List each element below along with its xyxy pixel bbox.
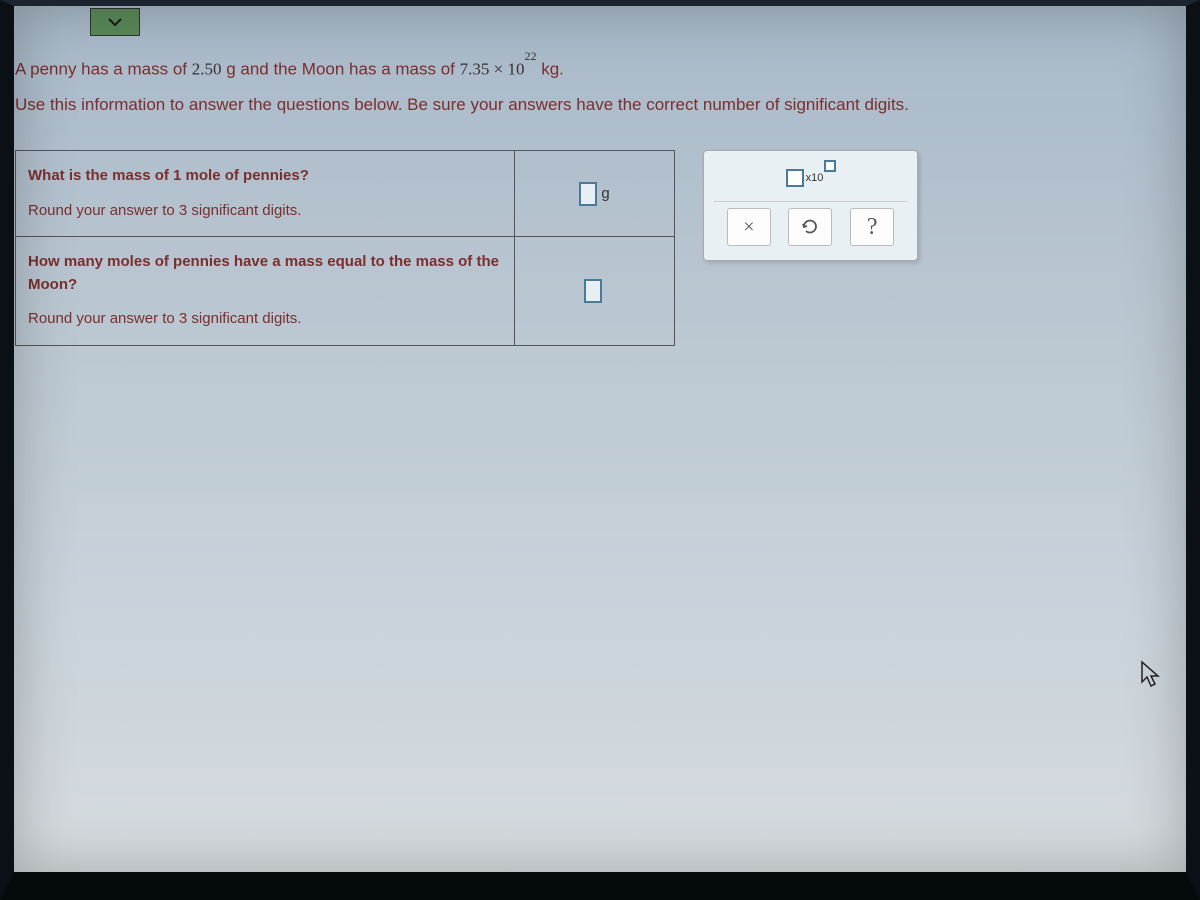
screen-bezel xyxy=(0,0,1200,900)
answer-cell xyxy=(515,237,675,346)
text-prefix: A penny has a mass of xyxy=(15,60,192,79)
round-instruction: Round your answer to 3 significant digit… xyxy=(28,308,502,331)
reset-icon xyxy=(800,217,820,237)
dropdown-toggle[interactable] xyxy=(90,8,140,36)
text-suffix: kg. xyxy=(536,60,563,79)
penny-mass-value: 2.50 xyxy=(192,60,222,79)
moon-mass-base: 7.35 × 10 xyxy=(460,60,525,79)
chevron-down-icon xyxy=(108,17,122,27)
question-cell: How many moles of pennies have a mass eq… xyxy=(16,237,515,346)
cursor-icon xyxy=(1139,660,1165,690)
question-cell: What is the mass of 1 mole of pennies? R… xyxy=(16,151,515,237)
mantissa-box xyxy=(786,169,804,187)
question-text: How many moles of pennies have a mass eq… xyxy=(28,251,502,296)
x-icon: × xyxy=(743,216,754,239)
questions-table: What is the mass of 1 mole of pennies? R… xyxy=(15,150,675,346)
answer-input-2[interactable] xyxy=(584,279,602,303)
moon-mass-exponent: 22 xyxy=(524,49,536,63)
tool-panel: x10 × ? xyxy=(703,150,918,261)
clear-button[interactable]: × xyxy=(727,208,771,246)
help-button[interactable]: ? xyxy=(850,208,894,246)
problem-statement: A penny has a mass of 2.50 g and the Moo… xyxy=(15,55,1185,118)
reset-button[interactable] xyxy=(788,208,832,246)
table-row: How many moles of pennies have a mass eq… xyxy=(16,237,675,346)
content-area: What is the mass of 1 mole of pennies? R… xyxy=(15,150,1185,346)
tool-buttons-row: × ? xyxy=(714,201,907,250)
scientific-notation-tool[interactable]: x10 xyxy=(714,161,907,201)
instruction-line: Use this information to answer the quest… xyxy=(15,92,1185,118)
answer-input-1[interactable] xyxy=(579,182,597,206)
unit-label: g xyxy=(601,185,609,202)
table-row: What is the mass of 1 mole of pennies? R… xyxy=(16,151,675,237)
question-text: What is the mass of 1 mole of pennies? xyxy=(28,165,502,188)
exponent-box xyxy=(824,160,836,172)
answer-cell: g xyxy=(515,151,675,237)
text-mid: g and the Moon has a mass of xyxy=(221,60,459,79)
question-icon: ? xyxy=(867,214,878,241)
x10-label: x10 xyxy=(806,172,824,184)
round-instruction: Round your answer to 3 significant digit… xyxy=(28,200,502,223)
